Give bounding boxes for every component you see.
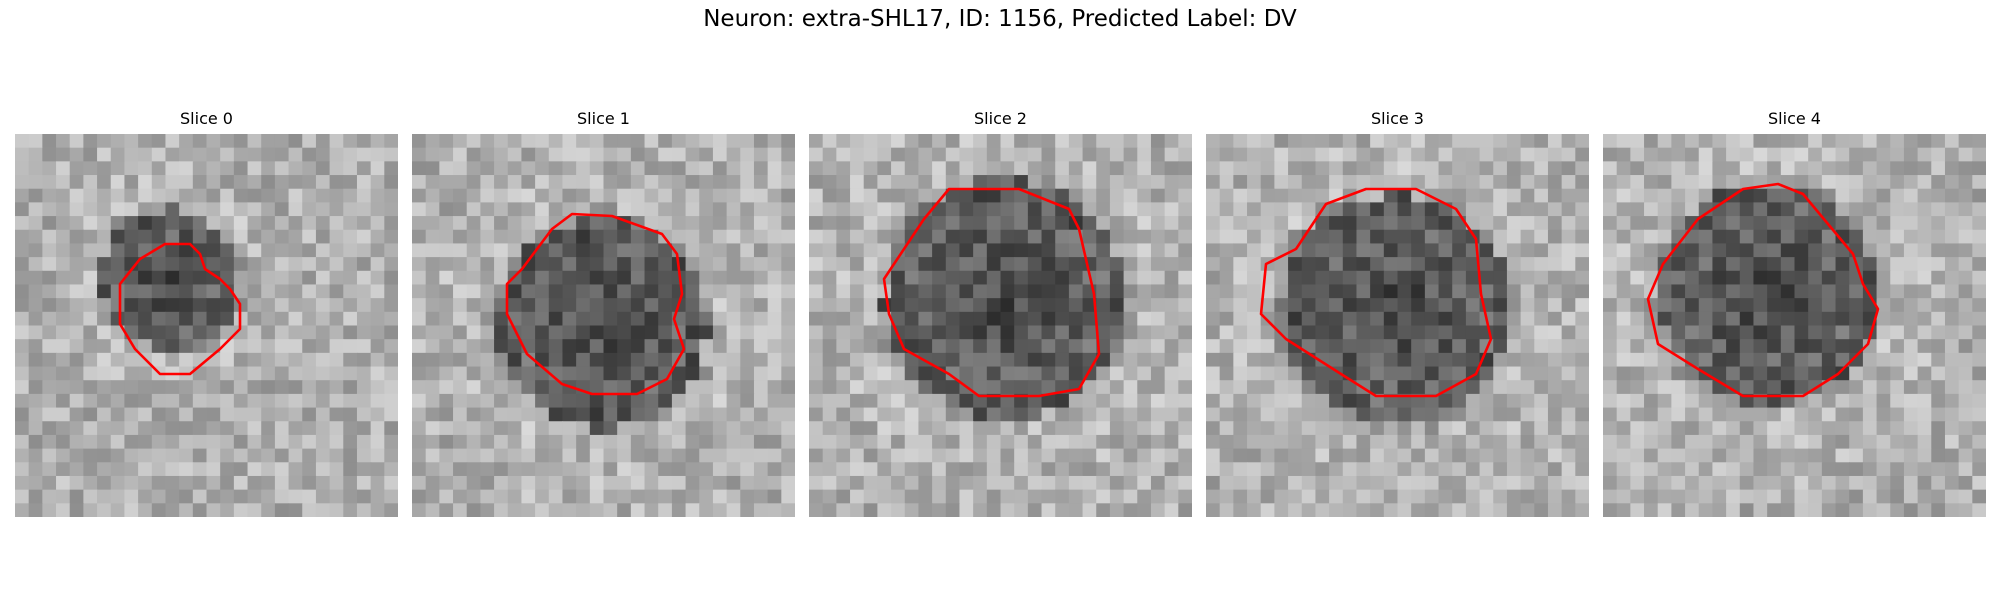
slice-title: Slice 2 <box>974 109 1027 128</box>
figure-title: Neuron: extra-SHL17, ID: 1156, Predicted… <box>703 6 1297 32</box>
slice-panel-1: Slice 1 <box>412 108 795 517</box>
slice-image-0 <box>15 134 398 517</box>
slice-title: Slice 1 <box>577 109 630 128</box>
slice-title: Slice 0 <box>180 109 233 128</box>
slice-panel-2: Slice 2 <box>809 108 1192 517</box>
slice-title: Slice 3 <box>1371 109 1424 128</box>
slice-panel-0: Slice 0 <box>15 108 398 517</box>
slice-image-2 <box>809 134 1192 517</box>
slice-title: Slice 4 <box>1768 109 1821 128</box>
slice-panel-3: Slice 3 <box>1206 108 1589 517</box>
segmentation-contour <box>882 187 1101 398</box>
segmentation-contour <box>118 242 242 376</box>
slice-image-1 <box>412 134 795 517</box>
slice-image-4 <box>1603 134 1986 517</box>
slice-panel-4: Slice 4 <box>1603 108 1986 517</box>
slice-image-3 <box>1206 134 1589 517</box>
segmentation-contour <box>1259 187 1493 398</box>
segmentation-contour <box>1646 182 1880 398</box>
segmentation-contour <box>505 212 686 396</box>
